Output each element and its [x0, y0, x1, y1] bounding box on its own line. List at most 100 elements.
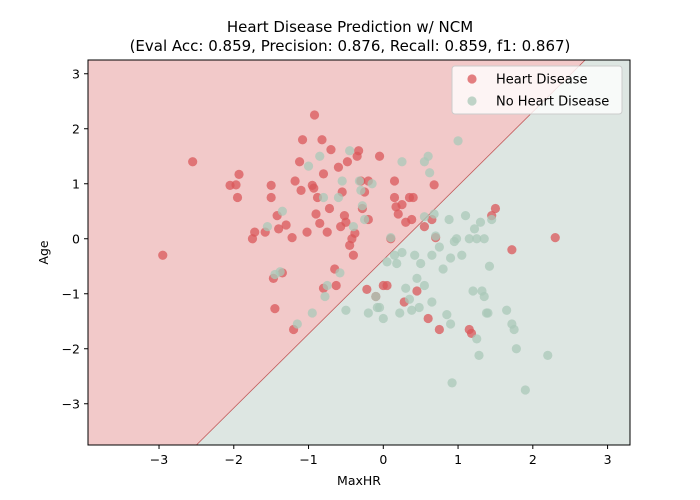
data-point — [322, 280, 332, 291]
data-point — [414, 302, 424, 313]
data-point — [423, 313, 433, 324]
data-point — [382, 280, 392, 291]
data-point — [326, 145, 336, 155]
data-point — [427, 250, 437, 260]
data-point — [484, 261, 495, 271]
data-point — [520, 385, 530, 395]
data-point — [371, 291, 381, 302]
legend-marker — [467, 74, 477, 84]
data-point — [479, 291, 489, 302]
data-point — [487, 214, 497, 225]
data-point — [309, 110, 320, 120]
data-point — [354, 176, 364, 186]
data-point — [447, 378, 457, 388]
data-point — [360, 214, 370, 225]
data-point — [419, 280, 430, 291]
decision-regions — [88, 60, 630, 445]
data-point — [429, 180, 439, 190]
x-tick-label: −1 — [299, 452, 317, 467]
data-point — [281, 220, 291, 230]
data-point — [275, 267, 285, 277]
data-point — [509, 324, 519, 335]
data-point — [357, 201, 367, 211]
data-point — [266, 180, 276, 190]
data-point — [444, 214, 454, 225]
data-point — [333, 192, 344, 203]
data-points — [158, 110, 560, 395]
y-tick-label: −2 — [62, 341, 80, 356]
data-point — [348, 222, 358, 232]
y-tick-label: 3 — [72, 66, 80, 81]
x-tick-label: 2 — [529, 452, 537, 467]
data-point — [337, 176, 347, 186]
plot-frame — [87, 59, 631, 446]
data-point — [389, 250, 400, 260]
data-point — [320, 291, 330, 302]
data-point — [389, 192, 400, 203]
data-point — [294, 157, 305, 167]
data-point — [307, 308, 317, 318]
data-point — [460, 211, 471, 221]
data-point — [468, 286, 478, 296]
data-point — [290, 176, 300, 186]
legend: Heart Disease No Heart Disease — [451, 65, 623, 115]
data-point — [412, 286, 422, 296]
region-heart-disease — [88, 60, 586, 445]
x-axis: −3 −2 −1 0 1 2 3 — [150, 445, 612, 467]
x-tick-label: −2 — [225, 452, 243, 467]
legend-label: Heart Disease — [496, 73, 587, 88]
data-point — [434, 324, 444, 335]
data-point — [392, 258, 402, 269]
x-tick-label: −3 — [150, 452, 168, 467]
data-point — [442, 310, 452, 320]
data-point — [550, 233, 560, 243]
data-point — [297, 135, 308, 145]
data-point — [250, 227, 260, 237]
data-point — [363, 308, 373, 318]
y-axis-label: Age — [36, 240, 51, 264]
data-point — [315, 218, 325, 228]
data-point — [354, 146, 364, 156]
data-point — [507, 245, 517, 255]
data-point — [324, 203, 335, 214]
data-point — [453, 136, 463, 146]
data-point — [445, 319, 456, 329]
data-point — [472, 334, 482, 344]
y-tick-label: 0 — [72, 231, 80, 246]
data-point — [427, 297, 437, 307]
data-point — [322, 227, 332, 237]
data-point — [431, 231, 441, 241]
data-point — [333, 162, 344, 172]
data-point — [231, 180, 241, 190]
data-point — [395, 308, 405, 318]
data-point — [479, 234, 489, 244]
data-point — [362, 284, 372, 294]
y-tick-label: −3 — [62, 396, 80, 411]
data-point — [318, 169, 329, 179]
data-point — [292, 319, 302, 329]
legend-label: No Heart Disease — [496, 95, 609, 110]
data-point — [302, 227, 312, 237]
data-point — [397, 200, 407, 210]
data-point — [429, 209, 439, 219]
y-tick-label: 2 — [72, 121, 80, 136]
data-point — [425, 168, 435, 178]
data-point — [367, 179, 377, 189]
data-point — [311, 209, 321, 219]
data-point — [342, 157, 353, 167]
data-point — [262, 222, 273, 232]
data-point — [412, 273, 422, 283]
data-point — [266, 192, 276, 203]
data-point — [419, 222, 430, 232]
data-point — [296, 185, 306, 195]
data-point — [438, 264, 448, 274]
data-point — [232, 192, 243, 203]
x-tick-label: 0 — [379, 452, 387, 467]
legend-marker — [467, 96, 477, 106]
data-point — [188, 157, 198, 167]
data-point — [483, 308, 493, 318]
data-point — [445, 253, 456, 263]
y-tick-label: −1 — [62, 286, 80, 301]
x-axis-label: MaxHR — [337, 473, 381, 488]
